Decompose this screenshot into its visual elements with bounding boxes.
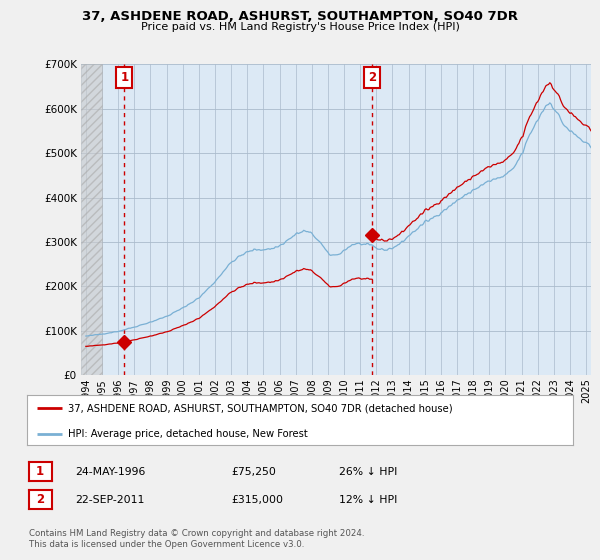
Text: 22-SEP-2011: 22-SEP-2011 — [75, 494, 145, 505]
Text: 2: 2 — [36, 493, 44, 506]
Text: 24-MAY-1996: 24-MAY-1996 — [75, 466, 145, 477]
Text: 1: 1 — [36, 465, 44, 478]
Text: HPI: Average price, detached house, New Forest: HPI: Average price, detached house, New … — [68, 429, 308, 439]
Text: Contains HM Land Registry data © Crown copyright and database right 2024.
This d: Contains HM Land Registry data © Crown c… — [29, 529, 364, 549]
Text: 37, ASHDENE ROAD, ASHURST, SOUTHAMPTON, SO40 7DR (detached house): 37, ASHDENE ROAD, ASHURST, SOUTHAMPTON, … — [68, 403, 452, 413]
Bar — [81, 64, 102, 375]
Text: 2: 2 — [368, 71, 376, 84]
Text: 12% ↓ HPI: 12% ↓ HPI — [339, 494, 397, 505]
Text: 37, ASHDENE ROAD, ASHURST, SOUTHAMPTON, SO40 7DR: 37, ASHDENE ROAD, ASHURST, SOUTHAMPTON, … — [82, 10, 518, 23]
Text: 1: 1 — [120, 71, 128, 84]
Text: 26% ↓ HPI: 26% ↓ HPI — [339, 466, 397, 477]
Text: Price paid vs. HM Land Registry's House Price Index (HPI): Price paid vs. HM Land Registry's House … — [140, 22, 460, 32]
Text: £315,000: £315,000 — [231, 494, 283, 505]
Text: £75,250: £75,250 — [231, 466, 276, 477]
